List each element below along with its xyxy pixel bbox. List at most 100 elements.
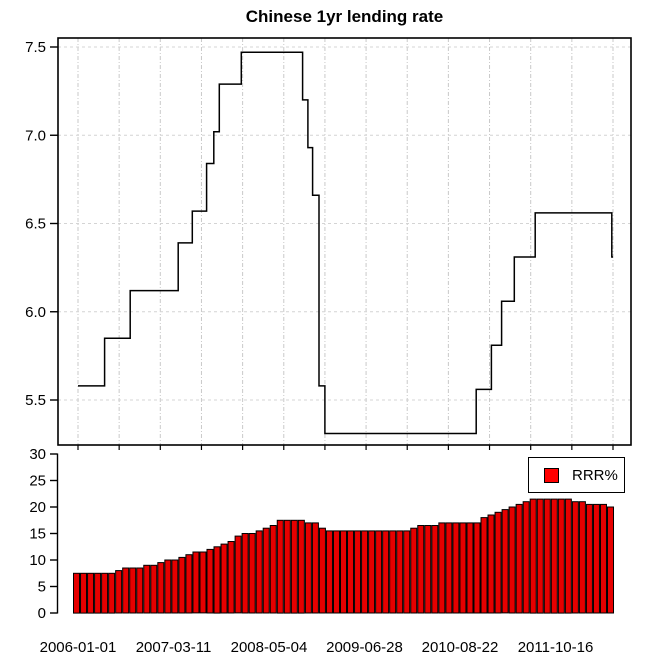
rrr-bar	[73, 572, 81, 614]
x-date-label: 2007-03-11	[136, 639, 212, 656]
legend-label: RRR%	[572, 466, 618, 484]
rrr-bar	[599, 503, 607, 614]
rrr-bar	[206, 548, 214, 614]
rrr-bar	[592, 503, 600, 614]
rrr-bar	[241, 533, 249, 614]
rrr-bar	[431, 525, 439, 614]
rrr-bar	[571, 501, 579, 614]
rrr-bar	[311, 522, 319, 614]
top-x-axis-ticks	[77, 445, 614, 450]
rrr-bar	[101, 572, 109, 614]
rrr-bar	[220, 543, 228, 614]
legend-box: RRR%	[528, 457, 625, 493]
rrr-bar	[178, 556, 186, 614]
rrr-bar	[94, 572, 102, 614]
rrr-bar	[424, 525, 432, 614]
rrr-bar	[417, 525, 425, 614]
top-plot-box	[57, 37, 632, 446]
rrr-bar	[550, 498, 558, 614]
rrr-bar	[269, 525, 277, 614]
legend-swatch-icon	[544, 467, 559, 483]
rrr-bar	[473, 522, 481, 614]
bottom-y-tick-label: 15	[29, 526, 46, 543]
x-date-label: 2008-05-04	[231, 639, 308, 656]
rrr-bar	[480, 517, 488, 614]
rrr-bar	[515, 503, 523, 614]
rrr-bar	[501, 509, 509, 614]
top-vertical-gridlines	[77, 38, 614, 445]
bottom-y-tick-label: 30	[29, 446, 46, 463]
x-date-label: 2006-01-01	[40, 639, 117, 656]
rrr-bar	[325, 530, 333, 614]
rrr-bar	[396, 530, 404, 614]
rrr-bar	[368, 530, 376, 614]
lending-rate-step-line	[78, 51, 613, 435]
rrr-bar	[213, 546, 221, 614]
rrr-bar	[585, 503, 593, 614]
rrr-bar	[262, 527, 270, 614]
rrr-bar	[276, 519, 284, 614]
rrr-bar	[494, 511, 502, 614]
rrr-bar	[354, 530, 362, 614]
top-y-axis: 5.5 6.0 6.5 7.0 7.5	[25, 39, 58, 409]
bottom-y-axis: 0 5 10 15 20 25 30	[29, 446, 59, 622]
rrr-bar	[164, 559, 172, 614]
x-date-label: 2009-06-28	[326, 639, 403, 656]
top-plot-border	[57, 37, 632, 446]
rrr-bar	[389, 530, 397, 614]
rrr-bar	[304, 522, 312, 614]
top-y-tick-label: 6.0	[25, 304, 46, 321]
rrr-bar	[529, 498, 537, 614]
top-y-tick-label: 7.5	[25, 39, 46, 56]
bottom-y-tick-label: 25	[29, 473, 46, 490]
rrr-bar	[339, 530, 348, 614]
rrr-bar	[87, 572, 95, 614]
rrr-bar	[129, 567, 137, 614]
rrr-bar	[522, 501, 530, 614]
top-horizontal-gridlines	[58, 46, 631, 401]
rrr-bar	[543, 498, 551, 614]
rrr-bar	[459, 522, 467, 614]
chart-title: Chinese 1yr lending rate	[245, 7, 444, 26]
top-y-tick-label: 5.5	[25, 392, 46, 409]
rrr-bar	[192, 551, 200, 614]
rrr-bar	[452, 522, 460, 614]
rrr-bar	[508, 506, 516, 614]
rrr-bar	[445, 522, 453, 614]
rrr-bar	[290, 519, 298, 614]
rrr-bar	[347, 530, 355, 614]
bottom-x-axis-labels: 2006-01-01 2007-03-11 2008-05-04 2009-06-28…	[40, 639, 594, 656]
rrr-bar	[536, 498, 544, 614]
rrr-bar	[557, 498, 565, 614]
rrr-bar	[382, 530, 390, 614]
rrr-bar	[150, 564, 158, 614]
bottom-y-tick-label: 5	[38, 579, 46, 596]
rrr-bar	[283, 519, 291, 614]
rrr-bar	[185, 554, 193, 614]
rrr-bar	[122, 567, 130, 614]
rrr-bar	[136, 567, 144, 614]
rrr-bar	[108, 572, 116, 614]
top-series	[78, 51, 613, 435]
rrr-bar	[255, 530, 263, 614]
rrr-bar	[248, 533, 256, 614]
rrr-bar	[318, 527, 326, 614]
bottom-y-tick-label: 0	[38, 605, 46, 622]
rrr-bar	[234, 535, 242, 614]
rrr-bars	[73, 498, 615, 614]
rrr-bar	[403, 530, 411, 614]
rrr-bar	[80, 572, 88, 614]
bottom-y-tick-label: 10	[29, 552, 46, 569]
rrr-bar	[438, 522, 446, 614]
rrr-bar	[297, 519, 305, 614]
rrr-bar	[227, 541, 235, 614]
rrr-bar	[564, 498, 572, 614]
top-y-tick-label: 6.5	[25, 216, 46, 233]
rrr-bar	[606, 506, 615, 614]
rrr-bar	[143, 564, 151, 614]
rrr-bar	[199, 551, 207, 614]
bottom-y-tick-label: 20	[29, 499, 46, 516]
rrr-bar	[375, 530, 383, 614]
